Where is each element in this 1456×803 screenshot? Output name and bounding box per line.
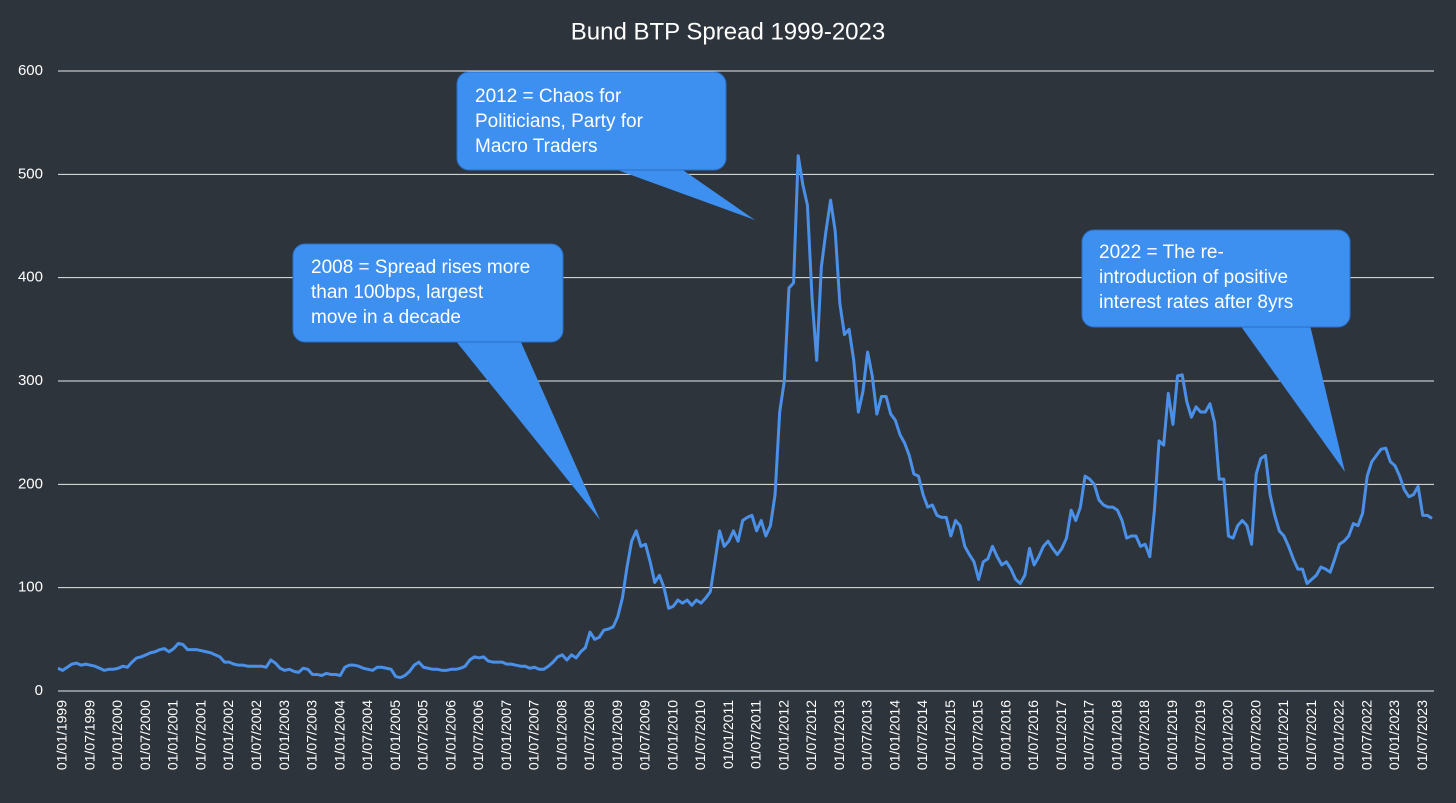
callout-tail xyxy=(612,168,755,220)
x-tick-label: 01/07/2012 xyxy=(803,700,819,770)
callout-tail xyxy=(455,340,600,520)
y-tick-label: 200 xyxy=(18,475,43,492)
x-tick-label: 01/01/2019 xyxy=(1164,700,1180,770)
x-tick-label: 01/07/2000 xyxy=(137,700,153,770)
callout xyxy=(292,243,600,520)
x-tick-label: 01/07/2020 xyxy=(1247,700,1263,770)
x-tick-label: 01/07/2006 xyxy=(470,700,486,770)
x-tick-label: 01/07/2019 xyxy=(1192,700,1208,770)
y-tick-label: 400 xyxy=(18,269,43,286)
y-tick-label: 0 xyxy=(35,682,43,699)
x-tick-label: 01/01/2003 xyxy=(276,700,292,770)
x-tick-label: 01/01/2011 xyxy=(720,700,736,769)
callout xyxy=(1081,229,1351,472)
y-tick-label: 300 xyxy=(18,372,43,389)
x-tick-label: 01/07/2014 xyxy=(914,700,930,770)
x-tick-label: 01/01/2004 xyxy=(331,700,347,770)
x-tick-label: 01/07/2018 xyxy=(1136,700,1152,770)
x-tick-label: 01/01/1999 xyxy=(54,700,70,770)
annotation-text: Macro Traders xyxy=(475,136,597,157)
x-tick-label: 01/01/2018 xyxy=(1108,700,1124,770)
x-tick-label: 01/07/2016 xyxy=(1025,700,1041,770)
x-tick-label: 01/07/1999 xyxy=(81,700,97,770)
x-tick-label: 01/01/2022 xyxy=(1331,700,1347,770)
x-tick-label: 01/01/2012 xyxy=(775,700,791,770)
x-tick-label: 01/07/2009 xyxy=(637,700,653,770)
annotation-text: 2022 = The re- xyxy=(1099,242,1224,263)
callout-box xyxy=(292,243,564,343)
x-tick-label: 01/01/2002 xyxy=(220,700,236,770)
x-tick-label: 01/07/2017 xyxy=(1081,700,1097,770)
x-tick-label: 01/01/2010 xyxy=(664,700,680,770)
x-tick-label: 01/07/2021 xyxy=(1303,700,1319,770)
y-tick-label: 500 xyxy=(18,165,43,182)
x-tick-label: 01/01/2008 xyxy=(553,700,569,770)
callout-box xyxy=(456,71,727,171)
annotation-text: introduction of positive xyxy=(1099,267,1288,288)
y-tick-label: 600 xyxy=(18,62,43,79)
callout xyxy=(456,71,755,220)
x-tick-label: 01/01/2006 xyxy=(442,700,458,770)
x-tick-label: 01/07/2008 xyxy=(581,700,597,770)
x-tick-label: 01/01/2005 xyxy=(387,700,403,770)
x-tick-label: 01/01/2023 xyxy=(1386,700,1402,770)
x-tick-label: 01/07/2001 xyxy=(192,700,208,770)
x-tick-label: 01/01/2017 xyxy=(1053,700,1069,770)
annotation-text: than 100bps, largest xyxy=(311,282,484,303)
series-line xyxy=(57,154,1433,680)
x-tick-label: 01/01/2007 xyxy=(498,700,514,770)
x-tick-label: 01/01/2020 xyxy=(1220,700,1236,770)
x-tick-label: 01/01/2016 xyxy=(997,700,1013,770)
x-tick-label: 01/07/2007 xyxy=(526,700,542,770)
x-tick-label: 01/07/2013 xyxy=(859,700,875,770)
chart-title: Bund BTP Spread 1999-2023 xyxy=(571,18,885,45)
annotation-text: interest rates after 8yrs xyxy=(1099,292,1293,313)
annotation-text: move in a decade xyxy=(311,307,461,328)
x-tick-label: 01/01/2009 xyxy=(609,700,625,770)
x-tick-label: 01/07/2010 xyxy=(692,700,708,770)
x-tick-label: 01/01/2000 xyxy=(109,700,125,770)
x-tick-label: 01/07/2022 xyxy=(1358,700,1374,770)
annotation-text: 2012 = Chaos for xyxy=(475,86,622,107)
x-tick-label: 01/07/2023 xyxy=(1414,700,1430,770)
x-tick-label: 01/07/2004 xyxy=(359,700,375,770)
annotation-text: Politicians, Party for xyxy=(475,111,644,132)
x-tick-label: 01/07/2003 xyxy=(304,700,320,770)
callout-tail xyxy=(1240,325,1345,472)
x-tick-label: 01/01/2013 xyxy=(831,700,847,770)
x-tick-label: 01/07/2011 xyxy=(748,700,764,769)
x-tick-label: 01/01/2015 xyxy=(942,700,958,770)
x-tick-label: 01/07/2005 xyxy=(415,700,431,770)
x-tick-label: 01/01/2001 xyxy=(165,700,181,770)
x-tick-label: 01/01/2021 xyxy=(1275,700,1291,770)
annotation-text: 2008 = Spread rises more xyxy=(311,257,530,278)
callout-box xyxy=(1081,229,1351,328)
y-tick-label: 100 xyxy=(18,579,43,596)
x-tick-label: 01/01/2014 xyxy=(886,700,902,770)
x-tick-label: 01/07/2015 xyxy=(970,700,986,770)
x-tick-label: 01/07/2002 xyxy=(248,700,264,770)
